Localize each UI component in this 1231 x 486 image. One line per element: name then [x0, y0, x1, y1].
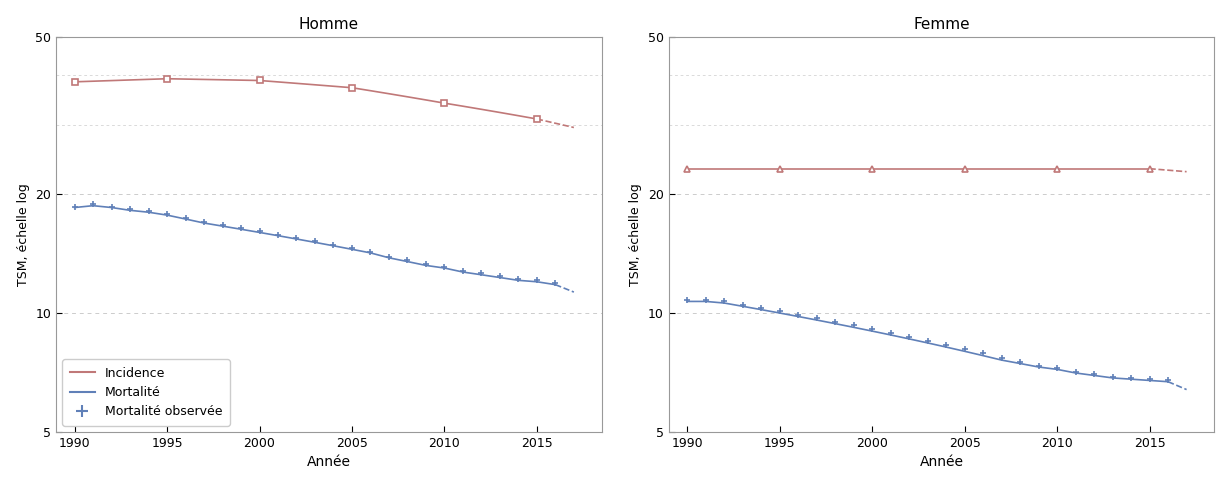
- Title: Homme: Homme: [299, 17, 359, 32]
- Y-axis label: TSM, échelle log: TSM, échelle log: [629, 183, 643, 286]
- Y-axis label: TSM, échelle log: TSM, échelle log: [17, 183, 30, 286]
- Legend: Incidence, Mortalité, Mortalité observée: Incidence, Mortalité, Mortalité observée: [63, 359, 230, 426]
- X-axis label: Année: Année: [920, 455, 964, 469]
- Title: Femme: Femme: [913, 17, 970, 32]
- X-axis label: Année: Année: [307, 455, 351, 469]
